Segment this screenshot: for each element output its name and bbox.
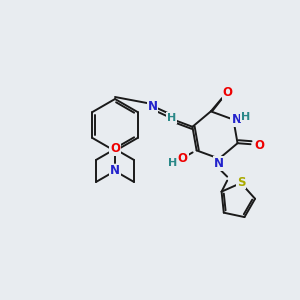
Text: S: S: [237, 176, 245, 188]
Text: O: O: [255, 139, 265, 152]
Text: H: H: [167, 113, 176, 123]
Text: O: O: [223, 86, 233, 99]
Text: N: N: [231, 113, 242, 126]
Text: O: O: [110, 142, 120, 155]
Text: H: H: [241, 112, 250, 122]
Text: H: H: [168, 158, 177, 168]
Text: N: N: [214, 157, 224, 170]
Text: N: N: [147, 100, 158, 113]
Text: N: N: [110, 164, 120, 178]
Text: O: O: [178, 152, 188, 165]
